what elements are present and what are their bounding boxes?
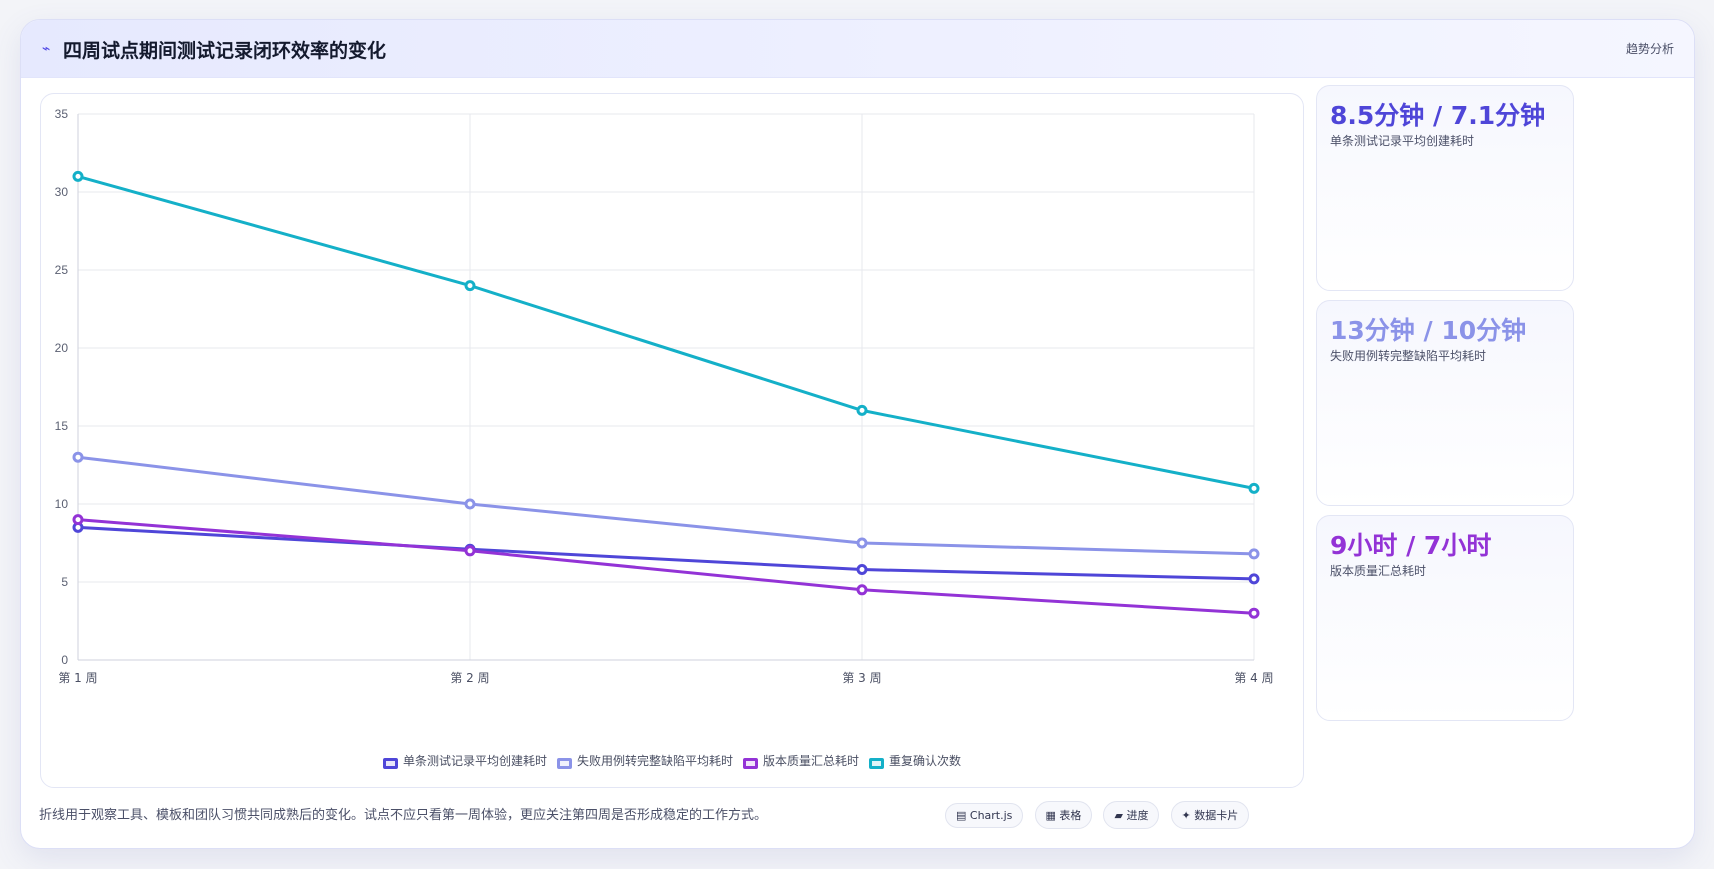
kpi-value: 8.5分钟 / 7.1分钟	[1330, 101, 1546, 130]
legend-swatch	[869, 758, 885, 769]
series-line-4	[76, 174, 1256, 490]
series-line-1	[76, 525, 1256, 581]
legend-label: 重复确认次数	[889, 754, 962, 768]
x-tick-label: 第 3 周	[842, 671, 881, 685]
data-point	[464, 545, 476, 557]
trend-analysis-label: 趋势分析	[1625, 42, 1674, 56]
trend-icon: ⌁	[42, 41, 51, 57]
chip-progress[interactable]: ▰ 进度	[1103, 801, 1160, 829]
legend-item[interactable]: 重复确认次数	[869, 752, 961, 769]
view-chips: ▤ Chart.js ▦ 表格 ▰ 进度 ✦ 数据卡片	[945, 801, 1255, 829]
series-line-3	[76, 518, 1256, 615]
series-line-2	[76, 455, 1256, 556]
panel-header: ⌁ 四周试点期间测试记录闭环效率的变化 趋势分析	[21, 20, 1694, 78]
legend-item[interactable]: 版本质量汇总耗时	[743, 752, 859, 769]
line-chart: 0 5 10 15 20 25 30 35 第 1 周 第 2 周 第 3 周 第 4 周	[55, 107, 1274, 685]
data-point	[1248, 482, 1260, 494]
data-point	[1248, 573, 1260, 585]
y-tick-label: 35	[55, 107, 69, 121]
data-point	[464, 280, 476, 292]
legend-swatch	[382, 758, 398, 769]
legend-swatch	[743, 758, 758, 769]
chip-chartjs[interactable]: ▤ Chart.js	[945, 803, 1024, 828]
chart-footnote: 折线用于观察工具、模板和团队习惯共同成熟后的变化。试点不应只看第一周体验，更应关…	[39, 808, 768, 823]
x-tick-label: 第 1 周	[58, 671, 97, 685]
data-point	[72, 514, 84, 526]
y-tick-label: 5	[61, 575, 68, 589]
legend-item[interactable]: 单条测试记录平均创建耗时	[382, 752, 547, 769]
chip-table[interactable]: ▦ 表格	[1034, 801, 1093, 829]
kpi-label: 单条测试记录平均创建耗时	[1330, 134, 1475, 148]
kpi-card-create-time: 8.5分钟 / 7.1分钟 单条测试记录平均创建耗时	[1316, 85, 1574, 291]
chart-panel: ⌁ 四周试点期间测试记录闭环效率的变化 趋势分析 0 5 10 15 20 25 30 35 第…	[20, 19, 1695, 849]
legend-label: 失败用例转完整缺陷平均耗时	[576, 754, 733, 768]
data-point	[856, 537, 868, 549]
data-point	[856, 564, 868, 576]
y-tick-label: 0	[61, 653, 68, 667]
chip-data-cards[interactable]: ✦ 数据卡片	[1170, 801, 1250, 829]
chart-legend: 单条测试记录平均创建耗时 失败用例转完整缺陷平均耗时 版本质量汇总耗时 重复确认次数	[41, 752, 1303, 769]
kpi-card-defect-time: 13分钟 / 10分钟 失败用例转完整缺陷平均耗时	[1316, 300, 1574, 506]
legend-label: 单条测试记录平均创建耗时	[402, 754, 547, 768]
kpi-label: 版本质量汇总耗时	[1330, 564, 1427, 578]
chart-card: 0 5 10 15 20 25 30 35 第 1 周 第 2 周 第 3 周 第 4 周 单条测试记…	[40, 93, 1304, 788]
data-point	[72, 451, 84, 463]
data-point	[1248, 607, 1260, 619]
kpi-label: 失败用例转完整缺陷平均耗时	[1330, 349, 1487, 363]
x-tick-label: 第 2 周	[450, 671, 489, 685]
data-point	[856, 404, 868, 416]
x-tick-label: 第 4 周	[1234, 671, 1273, 685]
legend-item[interactable]: 失败用例转完整缺陷平均耗时	[556, 752, 733, 769]
data-point	[464, 498, 476, 510]
chart-title: 四周试点期间测试记录闭环效率的变化	[63, 40, 387, 62]
data-point	[856, 584, 868, 596]
y-tick-label: 20	[55, 341, 69, 355]
y-tick-label: 10	[55, 497, 69, 511]
data-point	[72, 170, 84, 182]
kpi-value: 9小时 / 7小时	[1330, 531, 1492, 560]
kpi-card-summary-time: 9小时 / 7小时 版本质量汇总耗时	[1316, 515, 1574, 721]
legend-label: 版本质量汇总耗时	[763, 754, 860, 768]
y-tick-label: 15	[55, 419, 69, 433]
kpi-value: 13分钟 / 10分钟	[1330, 316, 1527, 345]
y-tick-label: 25	[55, 263, 69, 277]
y-tick-label: 30	[55, 185, 69, 199]
data-point	[1248, 548, 1260, 560]
legend-swatch	[556, 758, 572, 769]
